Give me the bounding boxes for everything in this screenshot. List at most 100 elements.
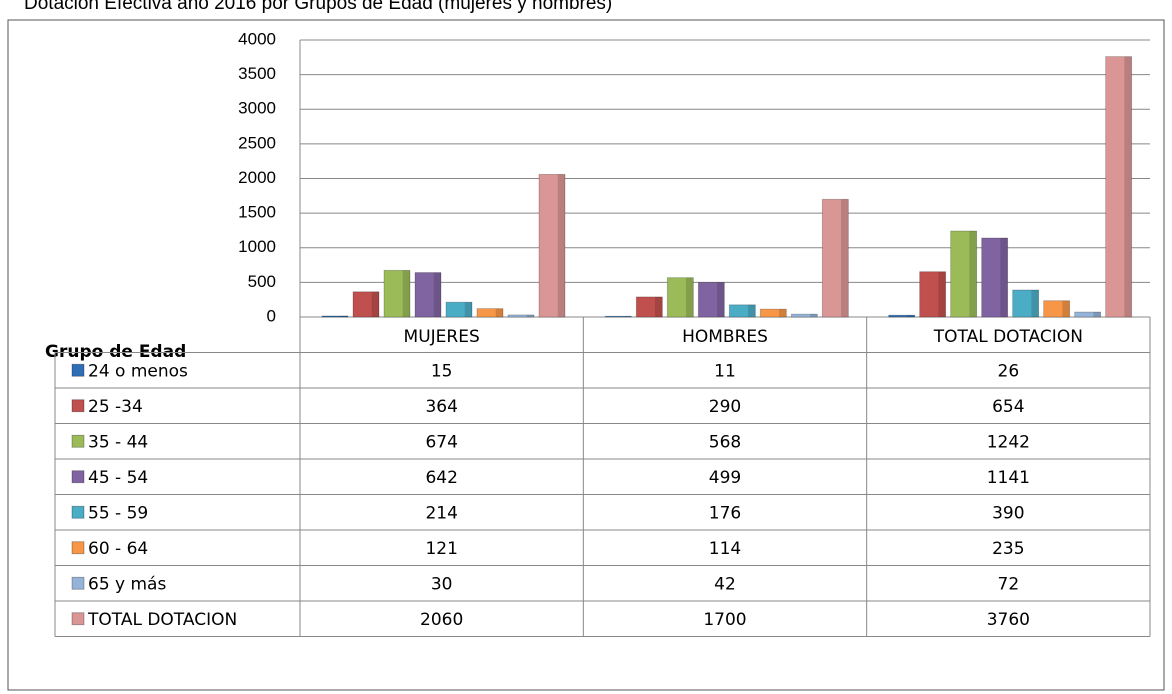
bar-shade (557, 174, 565, 317)
bar (821, 198, 849, 318)
table-value: 15 (431, 361, 453, 381)
chart-title: Dotación Efectiva año 2016 por Grupos de… (24, 0, 612, 14)
legend-label: 60 - 64 (88, 539, 148, 559)
legend-swatch (71, 505, 85, 519)
table-value: 72 (998, 574, 1020, 594)
table-value: 235 (992, 539, 1024, 559)
legend-swatch (71, 576, 85, 590)
legend-label: 24 o menos (88, 361, 188, 381)
bar-shade (969, 230, 977, 317)
y-tick-label: 3000 (238, 99, 276, 118)
table-value: 364 (425, 397, 457, 417)
legend-label: 55 - 59 (88, 503, 148, 523)
bar-shade (402, 270, 410, 317)
bar (635, 296, 663, 318)
table-value: 26 (998, 361, 1020, 381)
table-value: 11 (714, 361, 736, 381)
bar (919, 271, 947, 318)
bar-shade (907, 315, 915, 317)
table-value: 2060 (420, 610, 463, 630)
bar-shade (841, 199, 849, 317)
legend-label: 65 y más (88, 574, 166, 594)
table-value: 1141 (987, 468, 1030, 488)
table-value: 42 (714, 574, 736, 594)
bar-shade (748, 304, 756, 317)
table-value: 30 (431, 574, 453, 594)
table-value: 114 (709, 539, 741, 559)
bar-shade (624, 316, 632, 317)
legend-swatch (71, 363, 85, 377)
x-tick-label: HOMBRES (682, 327, 768, 347)
bar (888, 314, 916, 318)
bar (790, 313, 818, 318)
bar-shade (686, 277, 694, 317)
bar-shade (810, 314, 818, 317)
bar-shade (1031, 289, 1039, 317)
y-tick-label: 2500 (238, 133, 276, 152)
legend-label: 25 -34 (88, 397, 143, 417)
y-tick-label: 500 (248, 272, 276, 291)
legend-label: TOTAL DOTACION (87, 610, 237, 630)
bar (538, 173, 566, 318)
bar (445, 301, 473, 318)
bar (759, 308, 787, 318)
bar-shade (340, 315, 348, 317)
table-value: 642 (425, 468, 457, 488)
bar (383, 269, 411, 318)
table-value: 214 (425, 503, 457, 523)
legend-label: 45 - 54 (88, 468, 148, 488)
table-value: 176 (709, 503, 741, 523)
table-value: 3760 (987, 610, 1030, 630)
bar (1074, 311, 1102, 318)
y-tick-label: 4000 (238, 29, 276, 48)
legend-swatch (71, 541, 85, 555)
bar-shade (1124, 56, 1132, 318)
bar (321, 315, 349, 318)
bar-shade (464, 302, 472, 317)
bar (1105, 56, 1133, 318)
bar (1043, 300, 1071, 318)
legend-swatch (71, 399, 85, 413)
bar-shade (526, 314, 534, 317)
table-value: 390 (992, 503, 1024, 523)
legend-swatch (71, 434, 85, 448)
y-tick-label: 1500 (238, 203, 276, 222)
bar-shade (1062, 300, 1070, 317)
bar-shade (1093, 312, 1101, 317)
table-value: 121 (425, 539, 457, 559)
bar (476, 308, 504, 318)
bar (1012, 289, 1040, 318)
x-tick-label: MUJERES (404, 327, 480, 347)
bar (414, 272, 442, 318)
table-value: 1242 (987, 432, 1030, 452)
bar (604, 315, 632, 318)
bar (697, 282, 725, 318)
bar (507, 314, 535, 318)
y-tick-label: 1000 (238, 237, 276, 256)
bar (666, 277, 694, 318)
bar (728, 304, 756, 318)
y-tick-label: 3500 (238, 64, 276, 83)
bar-shade (655, 296, 663, 317)
y-tick-label: 2000 (238, 168, 276, 187)
table-value: 499 (709, 468, 741, 488)
bar (950, 230, 978, 318)
table-value: 674 (425, 432, 457, 452)
y-tick-label: 0 (267, 306, 276, 325)
legend-label: 35 - 44 (88, 432, 148, 452)
bar (981, 237, 1009, 318)
bar-shade (938, 271, 946, 317)
bar-shade (717, 282, 725, 317)
bar-shade (1000, 237, 1008, 317)
legend-swatch (71, 612, 85, 626)
bar-shade (433, 272, 441, 317)
table-value: 568 (709, 432, 741, 452)
bar (352, 291, 380, 318)
bar-shade (371, 291, 379, 317)
bar-shade (495, 308, 503, 317)
x-tick-label: TOTAL DOTACION (933, 327, 1083, 347)
table-value: 1700 (703, 610, 746, 630)
table-value: 290 (709, 397, 741, 417)
legend-swatch (71, 470, 85, 484)
